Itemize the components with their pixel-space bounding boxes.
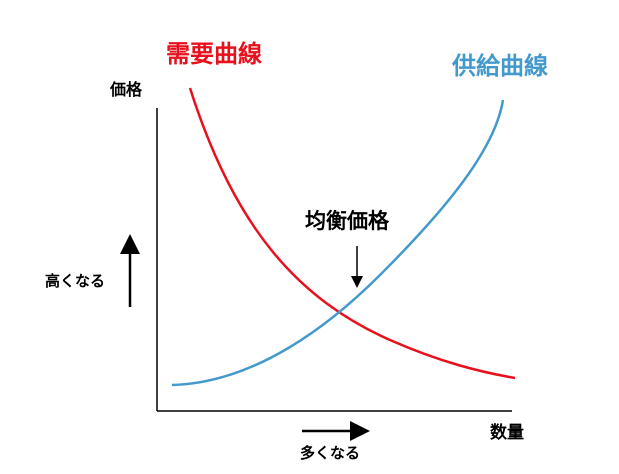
x-direction-label: 多くなる xyxy=(300,444,360,462)
supply-curve-label: 供給曲線 xyxy=(451,52,548,80)
demand-curve-label: 需要曲線 xyxy=(166,40,262,68)
supply-curve xyxy=(171,99,505,387)
demand-curve xyxy=(188,87,516,380)
equilibrium-price-label: 均衡価格 xyxy=(305,209,390,233)
x-axis-label: 数量 xyxy=(490,422,524,443)
y-axis-label: 価格 xyxy=(109,80,143,99)
y-direction-label: 高くなる xyxy=(45,272,105,290)
